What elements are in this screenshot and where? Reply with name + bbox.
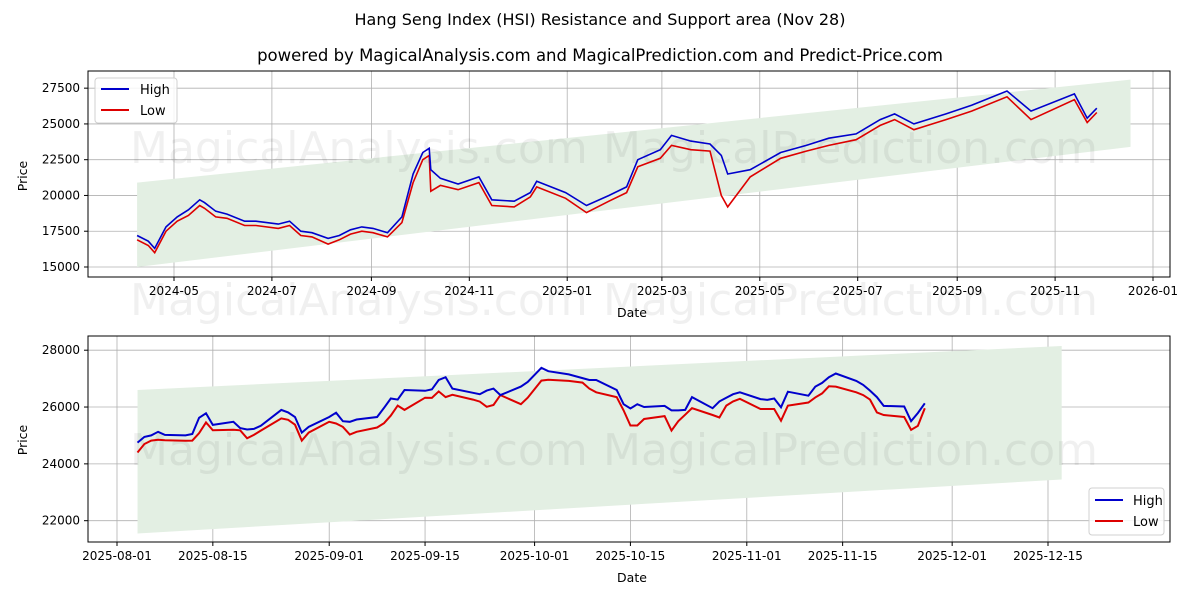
x-tick-label: 2025-11	[1030, 284, 1080, 298]
x-tick-label: 2025-09	[932, 284, 982, 298]
watermark-bottom-right: MagicalPrediction.com	[603, 425, 1098, 476]
x-tick-label: 2025-10-01	[500, 549, 570, 563]
x-tick-label: 2024-11	[444, 284, 494, 298]
x-tick-label: 2024-05	[149, 284, 199, 298]
chart-title: Hang Seng Index (HSI) Resistance and Sup…	[354, 10, 846, 29]
top-high-line	[136, 90, 1098, 250]
bottom-chart: MagicalAnalysis.com MagicalPrediction.co…	[15, 335, 1171, 585]
y-tick-label: 22000	[42, 514, 80, 528]
top-resistance-support-band	[137, 79, 1131, 267]
top-x-axis: 2024-05 2024-07 2024-09 2024-11 2025-01 2025-…	[149, 277, 1178, 298]
legend-low-label: Low	[140, 104, 166, 119]
bottom-resistance-support-band	[137, 345, 1062, 534]
x-tick-label: 2025-07	[833, 284, 883, 298]
top-legend: High Low	[94, 77, 178, 124]
y-tick-label: 17500	[42, 224, 80, 238]
watermark-top-left: MagicalAnalysis.com	[130, 123, 588, 174]
top-chart: MagicalAnalysis.com MagicalPrediction.co…	[15, 70, 1178, 326]
y-tick-label: 24000	[42, 457, 80, 471]
bottom-low-line	[136, 378, 926, 454]
bottom-axes-frame	[87, 335, 1171, 543]
bottom-high-line	[136, 366, 926, 444]
y-tick-label: 22500	[42, 153, 80, 167]
chart-subtitle: powered by MagicalAnalysis.com and Magic…	[257, 46, 943, 65]
x-tick-label: 2024-07	[247, 284, 297, 298]
x-tick-label: 2025-08-15	[178, 549, 248, 563]
y-tick-label: 25000	[42, 117, 80, 131]
y-tick-label: 26000	[42, 400, 80, 414]
bottom-x-axis: 2025-08-01 2025-08-15 2025-09-01 2025-09-15…	[82, 542, 1083, 563]
x-tick-label: 2025-10-15	[596, 549, 666, 563]
watermark-top-left-lower: MagicalAnalysis.com	[130, 275, 588, 326]
bottom-legend: High Low	[1088, 487, 1165, 536]
watermark-top-right-lower: MagicalPrediction.com	[603, 275, 1098, 326]
x-tick-label: 2025-12-15	[1013, 549, 1083, 563]
bottom-y-axis-label: Price	[15, 424, 30, 455]
top-y-axis: 15000 17500 20000 22500 25000 27500	[42, 81, 88, 274]
x-tick-label: 2026-01	[1128, 284, 1178, 298]
x-tick-label: 2025-09-15	[390, 549, 460, 563]
bottom-y-axis: 22000 24000 26000 28000	[42, 343, 88, 528]
x-tick-label: 2025-08-01	[82, 549, 152, 563]
y-tick-label: 28000	[42, 343, 80, 357]
y-tick-label: 15000	[42, 260, 80, 274]
x-tick-label: 2025-05	[735, 284, 785, 298]
top-y-axis-label: Price	[15, 160, 30, 191]
legend-high-label: High	[140, 83, 170, 98]
legend-high-label: High	[1133, 494, 1163, 509]
y-tick-label: 20000	[42, 188, 80, 202]
legend-low-label: Low	[1133, 515, 1159, 530]
x-tick-label: 2025-11-01	[712, 549, 782, 563]
x-tick-label: 2025-09-01	[294, 549, 364, 563]
watermark-bottom-left: MagicalAnalysis.com	[130, 425, 588, 476]
x-tick-label: 2025-01	[542, 284, 592, 298]
top-low-line	[136, 95, 1098, 255]
top-axes-frame	[87, 70, 1171, 278]
bottom-x-axis-label: Date	[617, 570, 647, 585]
watermark-top-right: MagicalPrediction.com	[603, 123, 1098, 174]
x-tick-label: 2025-12-01	[917, 549, 987, 563]
top-x-axis-label: Date	[617, 305, 647, 320]
x-tick-label: 2025-03	[637, 284, 687, 298]
x-tick-label: 2024-09	[346, 284, 396, 298]
x-tick-label: 2025-11-15	[808, 549, 878, 563]
y-tick-label: 27500	[42, 81, 80, 95]
